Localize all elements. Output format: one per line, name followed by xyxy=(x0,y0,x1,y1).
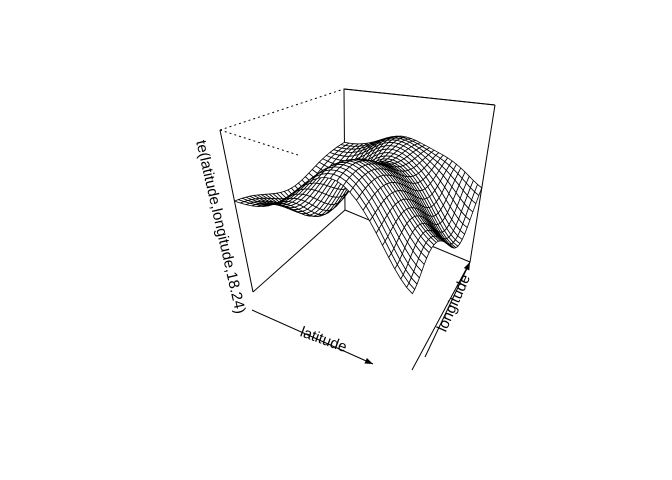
box-edge-top-front-dotted xyxy=(219,129,299,156)
y-axis-arrow-head xyxy=(463,262,470,271)
box-edge-right-vertical xyxy=(469,104,496,263)
y-axis-label: longitude xyxy=(434,272,474,335)
surface-facet xyxy=(406,282,416,295)
y-axis-arrow xyxy=(424,261,471,358)
axis-arrows xyxy=(251,261,471,365)
box-edge-back-bottom-left xyxy=(252,209,346,293)
box-edge-top-back-left xyxy=(219,88,345,131)
x-axis-label: latitude xyxy=(298,324,349,357)
box-edge-left-vertical xyxy=(219,129,254,293)
x-axis-arrow-head xyxy=(364,358,373,364)
box-front-edges xyxy=(219,88,496,371)
box-edge-front-right xyxy=(411,261,471,371)
x-axis-arrow xyxy=(251,309,374,365)
surface-mesh xyxy=(234,135,483,295)
box-edge-top-back-right-front xyxy=(343,88,496,106)
